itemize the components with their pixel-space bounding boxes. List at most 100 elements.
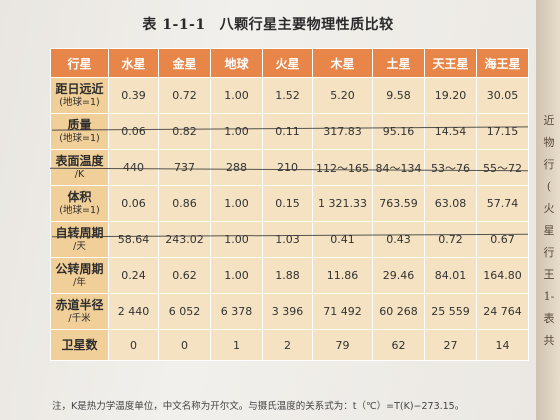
table-cell: 1.88 bbox=[262, 257, 313, 294]
row-label: 公转周期/年 bbox=[50, 257, 109, 294]
table-cell: 19.20 bbox=[424, 77, 477, 114]
table-cell: 440 bbox=[108, 149, 159, 186]
table-cell: 0.11 bbox=[262, 113, 313, 150]
table-row: 赤道半径/千米 2 440 6 052 6 378 3 396 71 492 60 268 2… bbox=[50, 293, 529, 330]
table-cell: 1.00 bbox=[210, 185, 263, 222]
table-cell: 0.06 bbox=[108, 185, 159, 222]
side-char: 近 bbox=[543, 114, 555, 127]
table-cell: 9.58 bbox=[372, 77, 425, 114]
table-cell: 14.54 bbox=[424, 113, 477, 150]
table-cell: 1.00 bbox=[210, 77, 263, 114]
table-cell: 243.02 bbox=[158, 221, 211, 258]
table-title: 表 1-1-1 八颗行星主要物理性质比较 bbox=[0, 14, 536, 34]
table-cell: 0 bbox=[108, 329, 159, 361]
table-cell: 2 440 bbox=[108, 293, 159, 330]
table-cell: 1 321.33 bbox=[312, 185, 373, 222]
table-row: 表面温度/K 440 737 288 210 112～165 84～134 53～76 55～7… bbox=[50, 149, 529, 186]
side-char: 行 bbox=[543, 246, 555, 259]
table-cell: 84～134 bbox=[372, 149, 425, 186]
table-cell: 0.67 bbox=[476, 221, 529, 258]
header-cell: 火星 bbox=[262, 48, 313, 78]
table-cell: 63.08 bbox=[424, 185, 477, 222]
next-page-edge: 近物行(火星行王 1- 表共 bbox=[536, 0, 560, 420]
side-char: 1- bbox=[543, 290, 555, 303]
table-cell: 25 559 bbox=[424, 293, 477, 330]
side-char: 星 bbox=[543, 224, 555, 237]
table-cell: 1.00 bbox=[210, 113, 263, 150]
table-cell: 29.46 bbox=[372, 257, 425, 294]
table-cell: 1.52 bbox=[262, 77, 313, 114]
header-cell: 土星 bbox=[372, 48, 425, 78]
row-label: 卫星数 bbox=[50, 329, 109, 361]
side-char: 火 bbox=[543, 202, 555, 215]
header-cell: 木星 bbox=[312, 48, 373, 78]
table-cell: 0.86 bbox=[158, 185, 211, 222]
table-cell: 0.06 bbox=[108, 113, 159, 150]
row-label-unit: /天 bbox=[73, 240, 86, 252]
table-row: 卫星数 0 0 1 2 79 62 27 14 bbox=[50, 329, 529, 361]
table-cell: 0.72 bbox=[158, 77, 211, 114]
table-cell: 5.20 bbox=[312, 77, 373, 114]
table-cell: 71 492 bbox=[312, 293, 373, 330]
header-cell: 天王星 bbox=[424, 48, 477, 78]
row-label-text: 赤道半径 bbox=[55, 297, 104, 312]
header-cell: 海王星 bbox=[476, 48, 529, 78]
table-cell: 62 bbox=[372, 329, 425, 361]
header-row: 行星 水星 金星 地球 火星 木星 土星 天王星 海王星 bbox=[50, 48, 529, 78]
row-label-unit: /K bbox=[74, 168, 85, 180]
table-cell: 0.62 bbox=[158, 257, 211, 294]
row-label: 体积 (地球=1) bbox=[50, 185, 109, 222]
table-cell: 2 bbox=[262, 329, 313, 361]
table-cell: 0.82 bbox=[158, 113, 211, 150]
table-cell: 288 bbox=[210, 149, 263, 186]
table-cell: 210 bbox=[262, 149, 313, 186]
table-row: 自转周期/天 58.64 243.02 1.00 1.03 0.41 0.43 0.72 0.6… bbox=[50, 221, 529, 258]
row-label: 质量 (地球=1) bbox=[50, 113, 109, 150]
row-label-text: 自转周期 bbox=[55, 225, 104, 240]
header-cell-planet: 行星 bbox=[50, 48, 109, 78]
table-cell: 1 bbox=[210, 329, 263, 361]
table-body: 行星 水星 金星 地球 火星 木星 土星 天王星 海王星 距日远近 (地球=1) 0.39 0.72 1.… bbox=[50, 48, 529, 361]
row-label-unit: (地球=1) bbox=[59, 132, 100, 144]
table-cell: 95.16 bbox=[372, 113, 425, 150]
table-cell: 1.00 bbox=[210, 257, 263, 294]
table-cell: 6 052 bbox=[158, 293, 211, 330]
footnote: 注，K是热力学温度单位，中文名称为开尔文。与摄氏温度的关系式为：t（℃）=T(K… bbox=[52, 401, 465, 412]
table-cell: 6 378 bbox=[210, 293, 263, 330]
header-cell: 水星 bbox=[108, 48, 159, 78]
table-cell: 164.80 bbox=[476, 257, 529, 294]
table-cell: 737 bbox=[158, 149, 211, 186]
table-cell: 27 bbox=[424, 329, 477, 361]
table-cell: 24 764 bbox=[476, 293, 529, 330]
row-label: 距日远近 (地球=1) bbox=[50, 77, 109, 114]
table-cell: 1.00 bbox=[210, 221, 263, 258]
side-char: 共 bbox=[543, 334, 555, 347]
planet-properties-table: 行星 水星 金星 地球 火星 木星 土星 天王星 海王星 距日远近 (地球=1) 0.39 0.72 1.… bbox=[50, 48, 529, 361]
row-label-text: 表面温度 bbox=[55, 153, 104, 168]
row-label-text: 质量 bbox=[67, 117, 92, 132]
row-label: 自转周期/天 bbox=[50, 221, 109, 258]
table-cell: 0.24 bbox=[108, 257, 159, 294]
table-cell: 763.59 bbox=[372, 185, 425, 222]
table-cell: 55～72 bbox=[476, 149, 529, 186]
table-cell: 0.15 bbox=[262, 185, 313, 222]
side-char: 王 bbox=[543, 268, 555, 281]
header-cell: 金星 bbox=[158, 48, 211, 78]
table-cell: 57.74 bbox=[476, 185, 529, 222]
table-cell: 0 bbox=[158, 329, 211, 361]
table-cell: 60 268 bbox=[372, 293, 425, 330]
header-cell: 地球 bbox=[210, 48, 263, 78]
side-char: 表 bbox=[543, 312, 555, 325]
textbook-page: 表 1-1-1 八颗行星主要物理性质比较 行星 水星 金星 地球 火星 木星 土星 天王星 海王星… bbox=[0, 0, 536, 420]
row-label-text: 卫星数 bbox=[61, 338, 98, 352]
table-cell: 79 bbox=[312, 329, 373, 361]
table-cell: 84.01 bbox=[424, 257, 477, 294]
table-cell: 30.05 bbox=[476, 77, 529, 114]
table-cell: 11.86 bbox=[312, 257, 373, 294]
table-number: 表 1-1-1 bbox=[142, 17, 206, 33]
table-cell: 0.43 bbox=[372, 221, 425, 258]
next-page-text: 近物行(火星行王 1- 表共 bbox=[542, 110, 556, 352]
table-cell: 53～76 bbox=[424, 149, 477, 186]
row-label-text: 体积 bbox=[67, 189, 92, 204]
table-cell: 112～165 bbox=[312, 149, 373, 186]
